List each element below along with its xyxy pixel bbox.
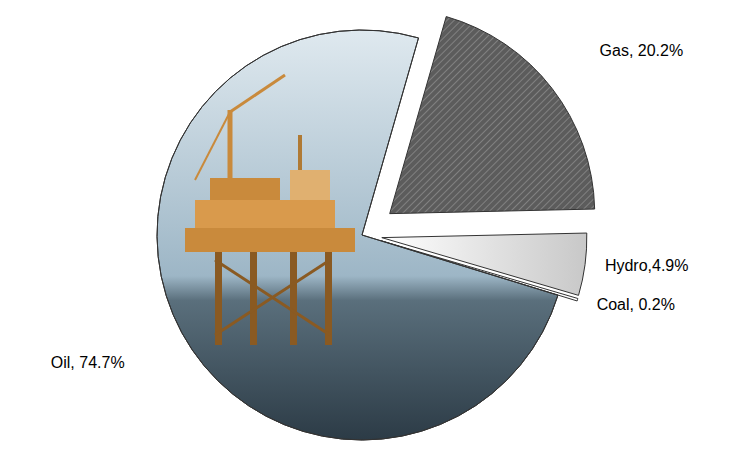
slice: Oil bbox=[157, 30, 558, 440]
leg bbox=[250, 250, 257, 345]
crane bbox=[228, 110, 233, 178]
deck bbox=[195, 200, 335, 228]
brace bbox=[215, 260, 330, 335]
data-label: Gas, 20.2% bbox=[600, 42, 684, 59]
mast bbox=[298, 135, 302, 170]
data-label: Coal, 0.2% bbox=[597, 296, 675, 313]
brace bbox=[215, 260, 330, 335]
slices: GasHydroCoalOil bbox=[157, 17, 595, 440]
slice: Gas bbox=[390, 17, 595, 214]
pie-chart: GasHydroCoalOil Gas, 20.2% Hydro,4.9% Coal,… bbox=[0, 0, 738, 454]
crane bbox=[195, 112, 230, 180]
data-label: Oil, 74.7% bbox=[51, 354, 125, 371]
deck bbox=[185, 228, 355, 252]
labels: Gas, 20.2% Hydro,4.9% Coal, 0.2% Oil, 74.7% bbox=[51, 42, 689, 371]
module bbox=[290, 170, 330, 200]
leg bbox=[290, 250, 297, 345]
slice-outline bbox=[157, 30, 558, 440]
crane bbox=[230, 75, 285, 112]
platform bbox=[185, 75, 355, 345]
deck bbox=[210, 178, 280, 200]
data-label: Hydro,4.9% bbox=[605, 257, 689, 274]
